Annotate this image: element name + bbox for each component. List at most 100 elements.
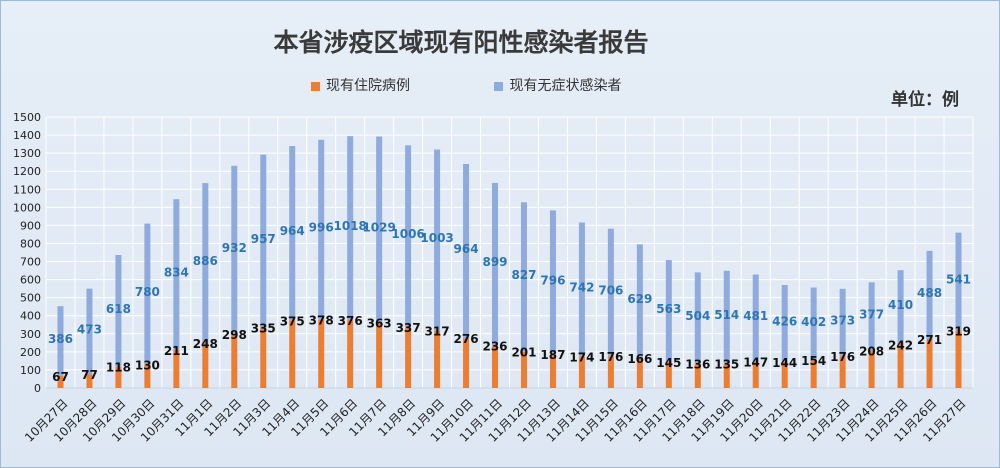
data-label-asymptomatic: 706 <box>598 283 623 297</box>
data-label-asymptomatic: 742 <box>569 281 594 295</box>
data-label-hospitalized: 67 <box>52 370 69 384</box>
data-label-asymptomatic: 402 <box>801 315 826 329</box>
bar-hospitalized <box>405 327 412 388</box>
bar-hospitalized <box>260 327 267 388</box>
data-label-hospitalized: 242 <box>888 338 913 352</box>
bar-hospitalized <box>781 361 788 388</box>
bar-asymptomatic <box>926 250 933 340</box>
y-tick-label: 100 <box>20 364 41 377</box>
data-label-hospitalized: 130 <box>135 359 160 373</box>
data-label-hospitalized: 375 <box>280 314 305 328</box>
bar-asymptomatic <box>607 228 614 357</box>
bar-asymptomatic <box>318 139 325 320</box>
bar-hospitalized <box>434 330 441 388</box>
data-label-asymptomatic: 473 <box>77 322 102 336</box>
y-tick-label: 900 <box>20 219 41 232</box>
bar-asymptomatic <box>115 255 122 367</box>
bar-asymptomatic <box>781 285 788 362</box>
bar-hospitalized <box>897 344 904 388</box>
bar-asymptomatic <box>202 183 209 344</box>
data-label-hospitalized: 77 <box>81 368 98 382</box>
y-tick-label: 400 <box>20 310 41 323</box>
bar-hospitalized <box>926 339 933 388</box>
data-label-asymptomatic: 996 <box>309 221 334 235</box>
bar-asymptomatic <box>347 136 354 321</box>
data-label-asymptomatic: 410 <box>888 298 913 312</box>
legend-swatch-asymptomatic <box>494 81 504 91</box>
data-label-asymptomatic: 629 <box>627 292 652 306</box>
bar-hospitalized <box>752 361 759 388</box>
legend-label-hospitalized: 现有住院病例 <box>326 78 410 94</box>
data-label-asymptomatic: 1003 <box>420 231 453 245</box>
bar-asymptomatic <box>231 165 238 335</box>
bar-hospitalized <box>144 364 151 388</box>
data-label-hospitalized: 376 <box>338 314 363 328</box>
bar-hospitalized <box>955 330 962 388</box>
bar-hospitalized <box>289 320 296 388</box>
data-label-asymptomatic: 504 <box>685 309 710 323</box>
data-label-asymptomatic: 964 <box>280 224 305 238</box>
data-label-hospitalized: 271 <box>917 333 942 347</box>
data-label-hospitalized: 378 <box>309 314 334 328</box>
y-tick-label: 1200 <box>13 165 41 178</box>
data-label-hospitalized: 363 <box>367 316 392 330</box>
data-label-asymptomatic: 834 <box>164 266 189 280</box>
legend: 现有住院病例 现有无症状感染者 <box>311 75 701 95</box>
bar-asymptomatic <box>492 182 499 346</box>
data-label-asymptomatic: 488 <box>917 286 942 300</box>
bar-hospitalized <box>86 374 93 388</box>
data-label-hospitalized: 236 <box>482 339 507 353</box>
data-label-hospitalized: 187 <box>540 348 565 362</box>
y-tick-label: 1000 <box>13 201 41 214</box>
y-tick-label: 700 <box>20 256 41 269</box>
data-label-hospitalized: 147 <box>743 355 768 369</box>
data-label-asymptomatic: 964 <box>454 242 479 256</box>
bar-asymptomatic <box>405 145 412 328</box>
bar-hospitalized <box>115 366 122 388</box>
y-tick-label: 500 <box>20 292 41 305</box>
data-label-asymptomatic: 373 <box>830 314 855 328</box>
bar-asymptomatic <box>144 223 151 365</box>
bar-asymptomatic <box>434 149 441 331</box>
y-tick-label: 300 <box>20 328 41 341</box>
bar-hospitalized <box>520 351 527 388</box>
bar-hospitalized <box>173 349 180 388</box>
bar-hospitalized <box>607 356 614 388</box>
bar-hospitalized <box>376 322 383 388</box>
bar-hospitalized <box>839 356 846 388</box>
bar-asymptomatic <box>578 222 585 357</box>
bar-asymptomatic <box>549 210 556 355</box>
bar-hospitalized <box>492 345 499 388</box>
bar-asymptomatic <box>463 163 470 339</box>
data-label-asymptomatic: 426 <box>772 315 797 329</box>
data-label-asymptomatic: 899 <box>482 255 507 269</box>
data-label-hospitalized: 154 <box>801 354 826 368</box>
data-label-asymptomatic: 377 <box>859 307 884 321</box>
bar-asymptomatic <box>868 282 875 351</box>
bar-hospitalized <box>810 360 817 388</box>
data-label-hospitalized: 276 <box>454 332 479 346</box>
data-label-hospitalized: 145 <box>656 356 681 370</box>
bar-hospitalized <box>868 350 875 388</box>
data-label-asymptomatic: 1006 <box>391 227 424 241</box>
bar-asymptomatic <box>86 288 93 375</box>
bar-hospitalized <box>549 354 556 388</box>
bar-hospitalized <box>463 338 470 388</box>
data-label-asymptomatic: 957 <box>251 232 276 246</box>
bar-asymptomatic <box>810 287 817 361</box>
data-label-hospitalized: 201 <box>511 346 536 360</box>
data-label-hospitalized: 135 <box>714 358 739 372</box>
y-tick-label: 1400 <box>13 129 41 142</box>
data-label-hospitalized: 176 <box>830 350 855 364</box>
legend-swatch-hospitalized <box>311 81 320 91</box>
bar-asymptomatic <box>173 199 180 350</box>
data-label-asymptomatic: 541 <box>946 272 971 286</box>
data-label-hospitalized: 174 <box>569 351 594 365</box>
y-tick-label: 600 <box>20 274 41 287</box>
bar-asymptomatic <box>752 274 759 362</box>
data-label-asymptomatic: 827 <box>511 268 536 282</box>
y-tick-label: 0 <box>34 382 41 395</box>
bar-hospitalized <box>57 375 64 388</box>
data-label-asymptomatic: 618 <box>106 302 131 316</box>
